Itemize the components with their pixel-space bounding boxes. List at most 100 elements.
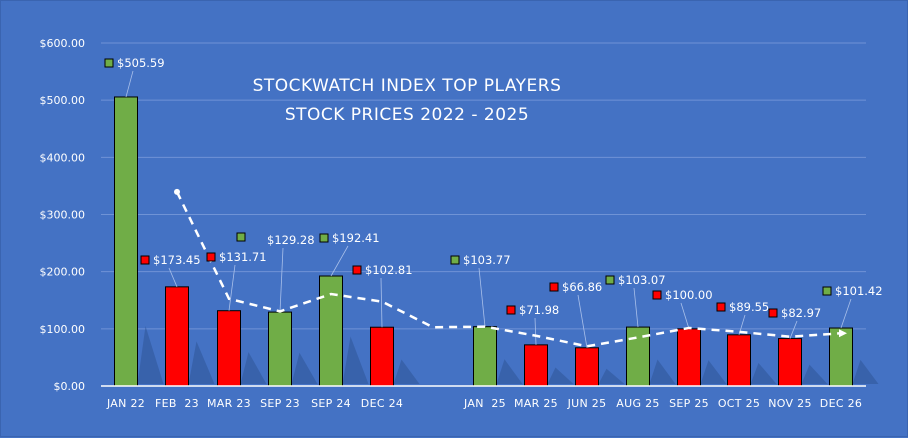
data-label: $82.97 <box>781 306 821 320</box>
label-legend-key <box>352 265 362 275</box>
y-tick-label: $600.00 <box>40 37 86 50</box>
bar <box>114 96 138 387</box>
x-tick-label: SEP 24 <box>311 397 351 410</box>
data-label: $89.55 <box>729 300 769 314</box>
data-label: $131.71 <box>219 250 267 264</box>
label-legend-key <box>549 282 559 292</box>
bar-shadow <box>750 362 777 384</box>
trendline-start-dot <box>174 188 180 195</box>
label-legend-key <box>450 255 460 265</box>
data-labels: $505.59 $173.45 $131.71$129.28 $192.41 $102.… <box>104 56 883 320</box>
y-tick-label: $300.00 <box>40 209 86 222</box>
leader-line <box>279 247 284 313</box>
bar <box>677 328 701 387</box>
bar-shadow <box>240 352 267 384</box>
data-label: $129.28 <box>267 233 315 247</box>
x-tick-label: SEP 23 <box>260 397 300 410</box>
bar <box>268 311 292 387</box>
data-label: $100.00 <box>665 288 713 302</box>
data-label: $505.59 <box>117 56 165 70</box>
data-label: $173.45 <box>153 253 201 267</box>
label-legend-key <box>652 290 662 300</box>
data-label: $66.86 <box>562 280 602 294</box>
bar <box>370 326 394 387</box>
data-label: $192.41 <box>332 231 380 245</box>
y-tick-label: $200.00 <box>40 266 86 279</box>
bar-shadow <box>291 352 318 384</box>
leader-line <box>330 245 349 277</box>
bar-shadows <box>137 326 879 384</box>
bar-shadow <box>852 359 879 384</box>
y-tick-label: $500.00 <box>40 94 86 107</box>
x-tick-label: NOV 25 <box>768 397 812 410</box>
gridlines <box>101 42 866 330</box>
bar <box>727 334 751 387</box>
x-tick-label: MAR 25 <box>514 397 558 410</box>
x-tick-label: MAR 23 <box>207 397 251 410</box>
bar <box>165 286 189 387</box>
leader-line <box>478 267 486 327</box>
bar-shadow <box>496 359 523 384</box>
x-tick-label: OCT 25 <box>718 397 760 410</box>
bar <box>778 338 802 387</box>
x-tick-label: DEC 24 <box>361 397 403 410</box>
leader-line <box>680 302 690 329</box>
y-tick-label: $0.00 <box>54 380 86 393</box>
leader-line <box>380 277 383 328</box>
leader-line <box>577 294 588 348</box>
bar-shadow <box>393 359 420 384</box>
x-tick-label: DEC 26 <box>820 397 862 410</box>
bar <box>319 275 343 387</box>
label-legend-key <box>104 58 114 68</box>
bar-shadow <box>700 360 727 384</box>
label-legend-key <box>605 275 615 285</box>
bar <box>524 344 548 387</box>
label-legend-key <box>319 233 329 243</box>
data-label: $103.77 <box>463 253 511 267</box>
trendline-path <box>175 191 842 348</box>
data-label: $71.98 <box>519 303 559 317</box>
x-tick-label: JUN 25 <box>567 397 607 410</box>
y-tick-label: $100.00 <box>40 323 86 336</box>
label-leader-lines <box>125 70 852 348</box>
x-tick-label: SEP 25 <box>669 397 709 410</box>
label-legend-key <box>236 232 246 242</box>
chart-title: STOCKWATCH INDEX TOP PLAYERS <box>253 76 562 96</box>
bar-shadow <box>188 341 215 384</box>
bar-shadow <box>598 368 625 384</box>
trendline-arrow-icon <box>839 329 847 338</box>
leader-line <box>125 70 134 98</box>
label-legend-key <box>716 302 726 312</box>
label-legend-key <box>768 308 778 318</box>
bar-shadow <box>137 326 164 384</box>
leader-line <box>534 317 537 345</box>
leader-line <box>168 267 178 288</box>
leader-line <box>633 287 639 328</box>
leader-line <box>228 264 236 311</box>
label-legend-key <box>206 252 216 262</box>
bar <box>217 310 241 387</box>
leader-line <box>840 298 852 329</box>
data-label: $101.42 <box>835 284 883 298</box>
bar <box>575 347 599 387</box>
x-tick-label: JAN 25 <box>463 397 506 410</box>
x-tick-label: FEB 23 <box>155 397 199 410</box>
bar <box>473 326 497 387</box>
bar-shadow <box>649 359 676 384</box>
bar-shadow <box>342 336 369 384</box>
data-label: $103.07 <box>618 273 666 287</box>
label-legend-key <box>822 286 832 296</box>
bar <box>829 327 853 387</box>
label-legend-key <box>506 305 516 315</box>
bar-shadow <box>801 364 828 384</box>
chart-subtitle: STOCK PRICES 2022 - 2025 <box>285 105 529 125</box>
bar-shadow <box>547 367 574 384</box>
x-tick-label: JAN 22 <box>106 397 145 410</box>
label-legend-key <box>140 255 150 265</box>
bars <box>114 96 853 387</box>
trendline <box>174 188 847 348</box>
y-tick-label: $400.00 <box>40 151 86 164</box>
data-label: $102.81 <box>365 263 413 277</box>
leader-line <box>789 320 798 339</box>
